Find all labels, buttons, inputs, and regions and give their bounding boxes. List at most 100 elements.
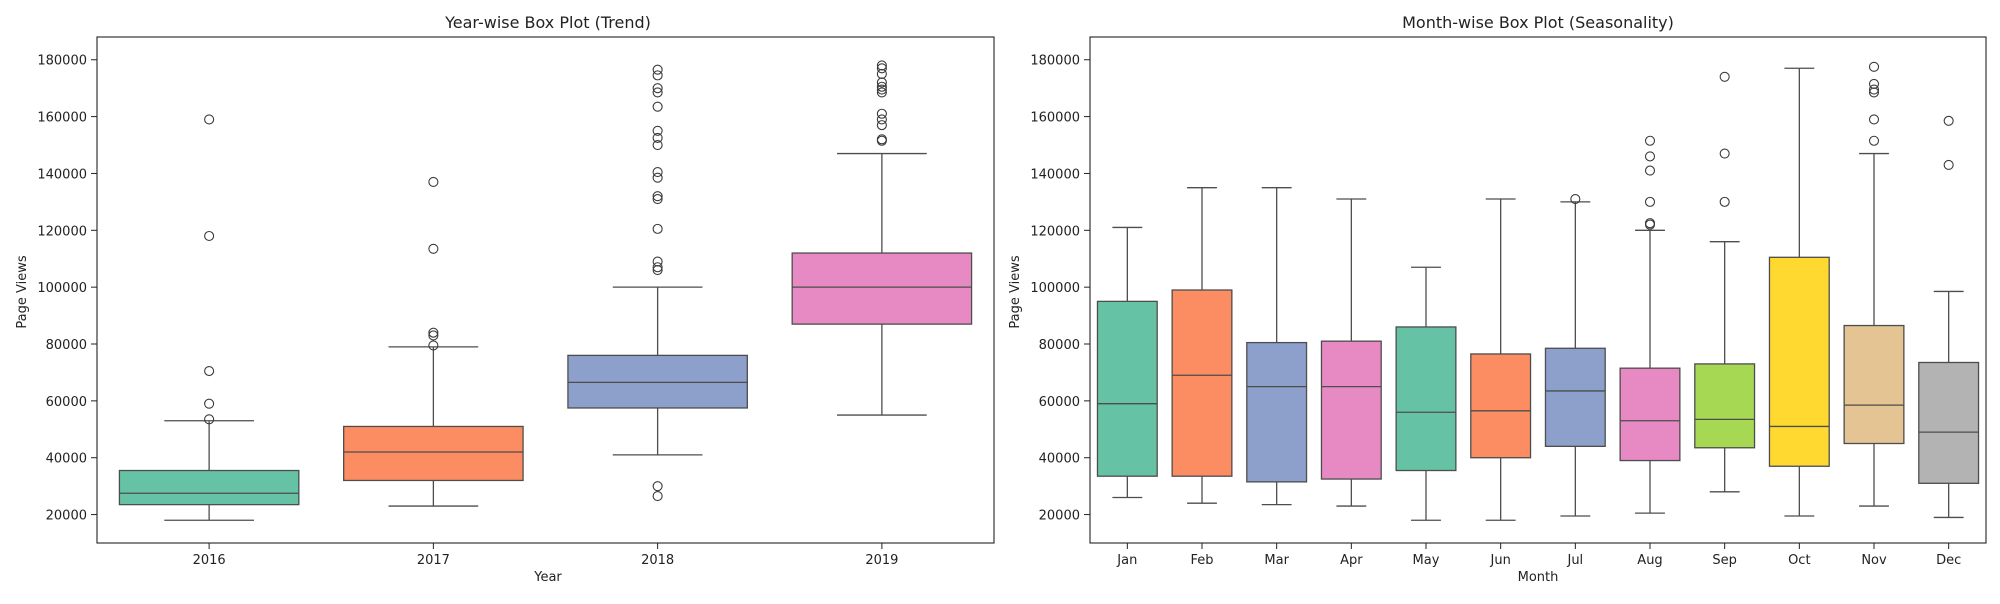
box-Nov xyxy=(1843,324,1905,445)
outlier-point xyxy=(1868,84,1880,95)
outlier-point xyxy=(428,340,439,351)
outlier-point xyxy=(428,330,439,341)
outlier-point xyxy=(876,134,887,145)
x-tick-label: 2017 xyxy=(417,553,450,568)
outlier-point xyxy=(1719,196,1730,207)
outlier-point xyxy=(652,193,663,205)
y-tick-label: 80000 xyxy=(1039,338,1080,353)
box-Aug xyxy=(1619,367,1681,462)
outlier-point xyxy=(1644,196,1656,207)
x-axis-label: Year xyxy=(533,570,562,585)
outlier-point xyxy=(1868,78,1880,89)
y-tick-label: 60000 xyxy=(1039,395,1080,410)
outlier-point xyxy=(876,81,887,92)
outlier-point xyxy=(876,108,887,119)
outlier-point xyxy=(652,262,663,273)
x-tick-label: Dec xyxy=(1936,553,1961,568)
y-tick-label: 40000 xyxy=(46,452,87,467)
box-Feb xyxy=(1171,289,1233,477)
outlier-point xyxy=(652,172,663,183)
outlier-point xyxy=(1644,135,1656,146)
box-Jan xyxy=(1096,300,1158,477)
panel-month-wise: Month-wise Box Plot (Seasonality) Month … xyxy=(1008,13,1987,585)
box-2017 xyxy=(343,425,524,482)
outlier-point xyxy=(652,132,663,143)
box-Dec xyxy=(1918,361,1980,484)
y-tick-label: 180000 xyxy=(1030,54,1080,69)
y-tick-label: 100000 xyxy=(1030,281,1080,296)
plot-frame xyxy=(1089,36,1987,544)
outlier-point xyxy=(652,139,663,151)
outlier-point xyxy=(876,87,887,98)
y-axis-label: Page Views xyxy=(1008,255,1023,328)
y-tick-label: 140000 xyxy=(37,167,87,182)
y-tick-label: 120000 xyxy=(1030,224,1080,239)
x-tick-label: May xyxy=(1413,553,1440,568)
outlier-point xyxy=(876,60,887,71)
x-tick-label: 2016 xyxy=(193,553,226,568)
outlier-point xyxy=(1719,71,1730,82)
outlier-point xyxy=(1644,151,1656,162)
outlier-point xyxy=(876,120,887,131)
box-Apr xyxy=(1320,340,1382,480)
outlier-point xyxy=(652,101,663,112)
outlier-point xyxy=(1943,115,1954,126)
outlier-point xyxy=(1644,218,1656,229)
y-tick-label: 20000 xyxy=(46,509,87,524)
outlier-point xyxy=(204,365,215,377)
box-Sep xyxy=(1694,363,1756,449)
box-Oct xyxy=(1768,256,1830,467)
plot-frame xyxy=(96,36,995,544)
outlier-point xyxy=(428,176,439,188)
outlier-point xyxy=(204,398,215,409)
y-tick-label: 120000 xyxy=(37,224,87,239)
x-tick-label: Feb xyxy=(1190,553,1213,568)
outlier-point xyxy=(1644,165,1656,176)
outlier-point xyxy=(204,414,215,425)
plot-marks: 20000 40000 60000 80000 100000 120000 140000 16… xyxy=(1030,36,1987,568)
box-Jul xyxy=(1544,347,1606,447)
x-tick-label: Jan xyxy=(1116,553,1137,568)
outlier-point xyxy=(428,243,439,254)
chart-title: Month-wise Box Plot (Seasonality) xyxy=(1402,13,1674,32)
outlier-point xyxy=(652,87,663,98)
box-2016 xyxy=(118,469,300,506)
outlier-point xyxy=(652,166,663,178)
outlier-point xyxy=(652,191,663,202)
outlier-point xyxy=(204,114,215,125)
outlier-point xyxy=(1943,159,1954,170)
outlier-point xyxy=(1570,193,1581,205)
y-tick-label: 100000 xyxy=(37,281,87,296)
outlier-point xyxy=(652,125,663,136)
box-2019 xyxy=(791,252,973,325)
y-tick-label: 140000 xyxy=(1030,167,1080,182)
outlier-point xyxy=(876,114,887,125)
y-tick-label: 80000 xyxy=(46,338,87,353)
outlier-point xyxy=(1868,135,1880,146)
box-2018 xyxy=(567,354,748,409)
y-tick-label: 60000 xyxy=(46,395,87,410)
plot-marks: 20000 40000 60000 80000 100000 120000 140000 16… xyxy=(37,36,995,568)
outlier-point xyxy=(652,64,663,75)
x-tick-label: Nov xyxy=(1861,553,1887,568)
x-tick-label: Sep xyxy=(1712,553,1737,568)
x-tick-label: Jun xyxy=(1490,553,1511,568)
outlier-point xyxy=(652,256,663,267)
outlier-point xyxy=(652,223,663,234)
x-axis-label: Month xyxy=(1518,570,1559,585)
outlier-point xyxy=(1868,61,1880,72)
y-tick-label: 160000 xyxy=(37,111,87,126)
box-Jun xyxy=(1470,353,1532,459)
outlier-point xyxy=(876,63,887,74)
panel-year-wise: Year-wise Box Plot (Trend) Year Page Vie… xyxy=(15,13,995,585)
chart-title: Year-wise Box Plot (Trend) xyxy=(444,13,651,32)
outlier-point xyxy=(652,481,663,492)
box-May xyxy=(1395,326,1457,472)
x-tick-label: Apr xyxy=(1340,553,1363,568)
outlier-point xyxy=(1868,114,1880,125)
outlier-point xyxy=(876,84,887,95)
box-Mar xyxy=(1246,341,1308,483)
x-tick-label: 2019 xyxy=(865,553,898,568)
